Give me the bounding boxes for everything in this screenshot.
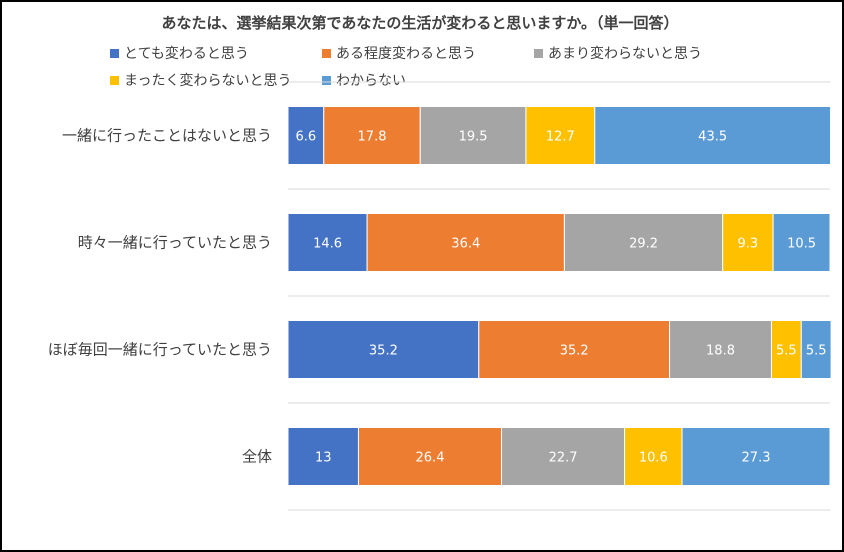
- bar-segment: [525, 106, 596, 165]
- legend-label: とても変わると思う: [124, 45, 249, 62]
- data-label: 5.5: [806, 344, 827, 359]
- data-label: 17.8: [358, 130, 387, 145]
- bar-segment: [594, 106, 832, 165]
- legend-swatch: [322, 76, 331, 85]
- data-label: 14.6: [313, 237, 342, 252]
- data-label: 6.6: [296, 130, 317, 145]
- category-label: 全体: [242, 448, 272, 466]
- data-label: 19.5: [459, 130, 488, 145]
- chart-title: あなたは、選挙結果次第であなたの生活が変わると思いますか。（単一回答）: [161, 14, 678, 32]
- data-label: 35.2: [560, 344, 589, 359]
- gridlines: [288, 81, 830, 511]
- data-label: 35.2: [369, 344, 398, 359]
- data-label: 36.4: [451, 237, 480, 252]
- bar-segment: [624, 427, 683, 486]
- data-label: 29.2: [629, 237, 658, 252]
- legend-swatch: [534, 49, 543, 58]
- bar-segment: [770, 320, 802, 379]
- bar-segment: [800, 320, 832, 379]
- data-label: 10.6: [639, 451, 668, 466]
- legend-label: まったく変わらないと思う: [124, 72, 291, 89]
- bar-segment: [772, 213, 831, 272]
- legend-label: わからない: [336, 73, 406, 89]
- legend-swatch: [322, 49, 331, 58]
- legend: とても変わると思う ある程度変わると思う あまり変わらないと思うまったく変わらないと…: [110, 45, 702, 89]
- bar-segment: [563, 213, 724, 272]
- bar-segment: [287, 213, 368, 272]
- bar-segment: [366, 213, 565, 272]
- data-label: 10.5: [787, 237, 816, 252]
- bars: [287, 106, 832, 486]
- bar-segment: [722, 213, 774, 272]
- legend-swatch: [110, 49, 119, 58]
- legend-label: ある程度変わると思う: [336, 45, 476, 62]
- data-label: 9.3: [738, 237, 759, 252]
- bar-segment: [478, 320, 671, 379]
- data-label: 22.7: [549, 451, 578, 466]
- data-label: 12.7: [546, 130, 575, 145]
- legend-swatch: [110, 76, 119, 85]
- category-labels: 一緒に行ったことはないと思う時々一緒に行っていたと思うほぼ毎回一緒に行っていたと…: [48, 127, 272, 466]
- bar-segment: [357, 427, 503, 486]
- data-label: 26.4: [416, 451, 445, 466]
- category-label: 時々一緒に行っていたと思う: [78, 234, 272, 252]
- data-label: 5.5: [776, 344, 797, 359]
- data-label: 27.3: [742, 451, 771, 466]
- bar-segment: [419, 106, 527, 165]
- category-label: 一緒に行ったことはないと思う: [62, 127, 272, 145]
- data-label: 13: [315, 451, 332, 466]
- bar-segment: [501, 427, 626, 486]
- legend-label: あまり変わらないと思う: [548, 45, 702, 62]
- category-label: ほぼ毎回一緒に行っていたと思う: [48, 341, 272, 359]
- data-label: 18.8: [706, 344, 735, 359]
- data-label: 43.5: [698, 130, 727, 145]
- bar-segment: [681, 427, 831, 486]
- bar-segment: [287, 106, 325, 165]
- bar-segment: [287, 320, 480, 379]
- bar-segment: [669, 320, 772, 379]
- value-labels: 6.6 17.8 19.5 12.7 43.5 14.6 36.4 29.2 9.3 10.5 35…: [296, 130, 827, 466]
